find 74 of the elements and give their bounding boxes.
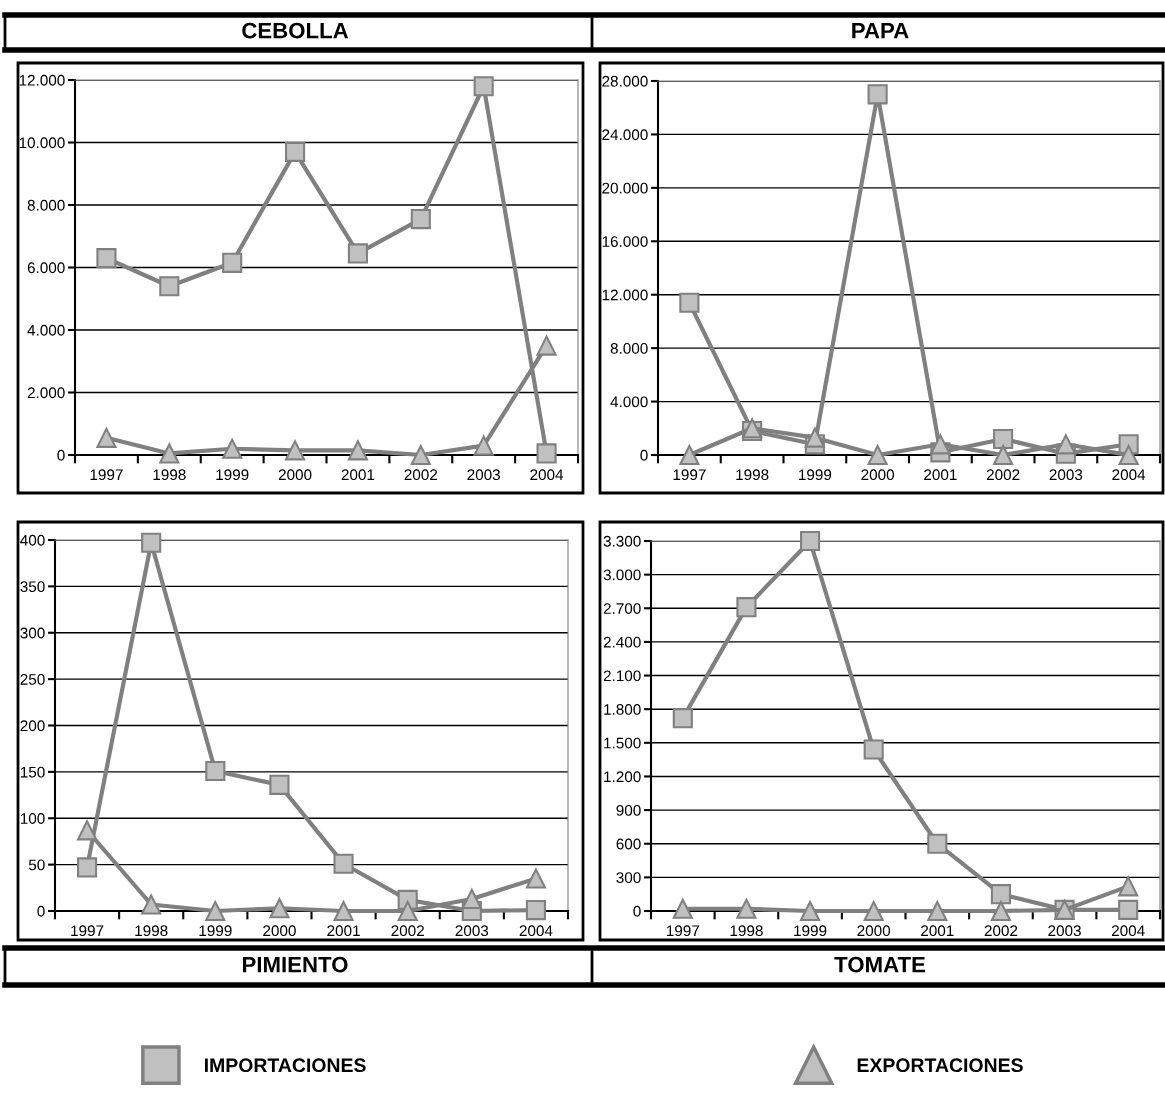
y-tick-label: 2.400	[603, 636, 641, 648]
text: PIMIENTO	[242, 956, 348, 973]
y-tick-label: 0	[633, 905, 641, 917]
y-tick-label: 3.300	[603, 535, 641, 547]
x-tick-label: 2003	[1049, 469, 1083, 481]
x-tick-label: 1997	[666, 925, 700, 937]
y-tick-label: 6.000	[27, 262, 65, 274]
y-tick-label: 100	[20, 813, 45, 824]
y-tick-label: 28.000	[602, 75, 648, 87]
x-tick-label: 2002	[391, 925, 424, 937]
text: TOMATE	[834, 956, 926, 973]
x-tick-label: 2000	[861, 469, 895, 481]
y-tick-label: 12.000	[19, 74, 65, 86]
x-tick-label: 2004	[530, 469, 564, 481]
y-tick-label: 8.000	[610, 343, 648, 354]
y-tick-label: 8.000	[27, 199, 65, 211]
y-tick-label: 2.700	[603, 603, 641, 614]
x-tick-label: 1997	[90, 469, 123, 481]
y-tick-label: 3.000	[603, 569, 641, 581]
y-tick-label: 250	[20, 673, 45, 685]
x-tick-label: 1999	[216, 469, 249, 481]
x-tick-label: 2003	[467, 469, 501, 481]
x-tick-label: 2002	[404, 469, 438, 481]
x-tick-label: 2003	[455, 925, 489, 937]
y-tick-label: 300	[20, 627, 45, 639]
y-tick-label: 900	[616, 804, 641, 816]
chart-title: PAPA	[852, 22, 909, 39]
y-tick-label: 0	[640, 449, 648, 461]
y-tick-label: 12.000	[602, 289, 648, 301]
x-tick-label: 2001	[921, 925, 954, 937]
x-tick-label: 2000	[278, 469, 312, 481]
x-tick-label: 2000	[857, 925, 891, 937]
y-tick-label: 1.800	[604, 704, 641, 715]
y-tick-label: 1.500	[604, 737, 641, 749]
legend-label: EXPORTACIONES	[857, 1058, 1023, 1073]
y-tick-label: 150	[20, 766, 45, 778]
y-tick-label: 300	[616, 872, 641, 884]
x-tick-label: 1999	[799, 469, 832, 481]
x-tick-label: 1998	[135, 925, 168, 937]
y-tick-label: 16.000	[602, 236, 648, 247]
legend-label: IMPORTACIONES	[204, 1058, 366, 1073]
y-tick-label: 20.000	[602, 182, 648, 194]
x-tick-label: 2004	[519, 925, 553, 937]
y-tick-label: 2.000	[27, 387, 65, 399]
y-tick-label: 0	[37, 905, 45, 917]
x-tick-label: 2002	[984, 925, 1018, 937]
y-tick-label: 4.000	[27, 324, 65, 336]
x-tick-label: 2003	[1048, 925, 1081, 937]
y-tick-label: 1.200	[604, 771, 641, 783]
y-tick-label: 4.000	[610, 396, 648, 408]
x-tick-label: 2001	[327, 925, 360, 937]
y-tick-label: 600	[616, 838, 641, 850]
y-tick-label: 350	[20, 581, 45, 593]
y-tick-label: 400	[20, 534, 45, 546]
x-tick-label: 1997	[71, 925, 104, 937]
y-tick-label: 200	[20, 720, 45, 732]
x-tick-label: 1997	[673, 469, 706, 481]
x-tick-label: 1999	[199, 925, 232, 937]
x-tick-label: 1998	[736, 469, 769, 481]
chart-title: CEBOLLA	[242, 22, 349, 39]
y-tick-label: 2.100	[603, 670, 641, 682]
y-tick-label: 0	[57, 449, 65, 461]
x-tick-label: 1998	[730, 925, 763, 937]
x-tick-label: 2000	[263, 925, 296, 937]
y-tick-label: 24.000	[602, 129, 648, 141]
x-tick-label: 2004	[1111, 925, 1145, 937]
y-tick-label: 10.000	[19, 137, 65, 149]
x-tick-label: 2001	[341, 469, 375, 481]
x-tick-label: 2001	[924, 469, 957, 481]
y-tick-label: 50	[28, 859, 45, 871]
x-tick-label: 2002	[986, 469, 1020, 481]
x-tick-label: 1999	[794, 925, 827, 937]
x-tick-label: 1998	[153, 469, 186, 481]
x-tick-label: 2004	[1112, 469, 1146, 481]
